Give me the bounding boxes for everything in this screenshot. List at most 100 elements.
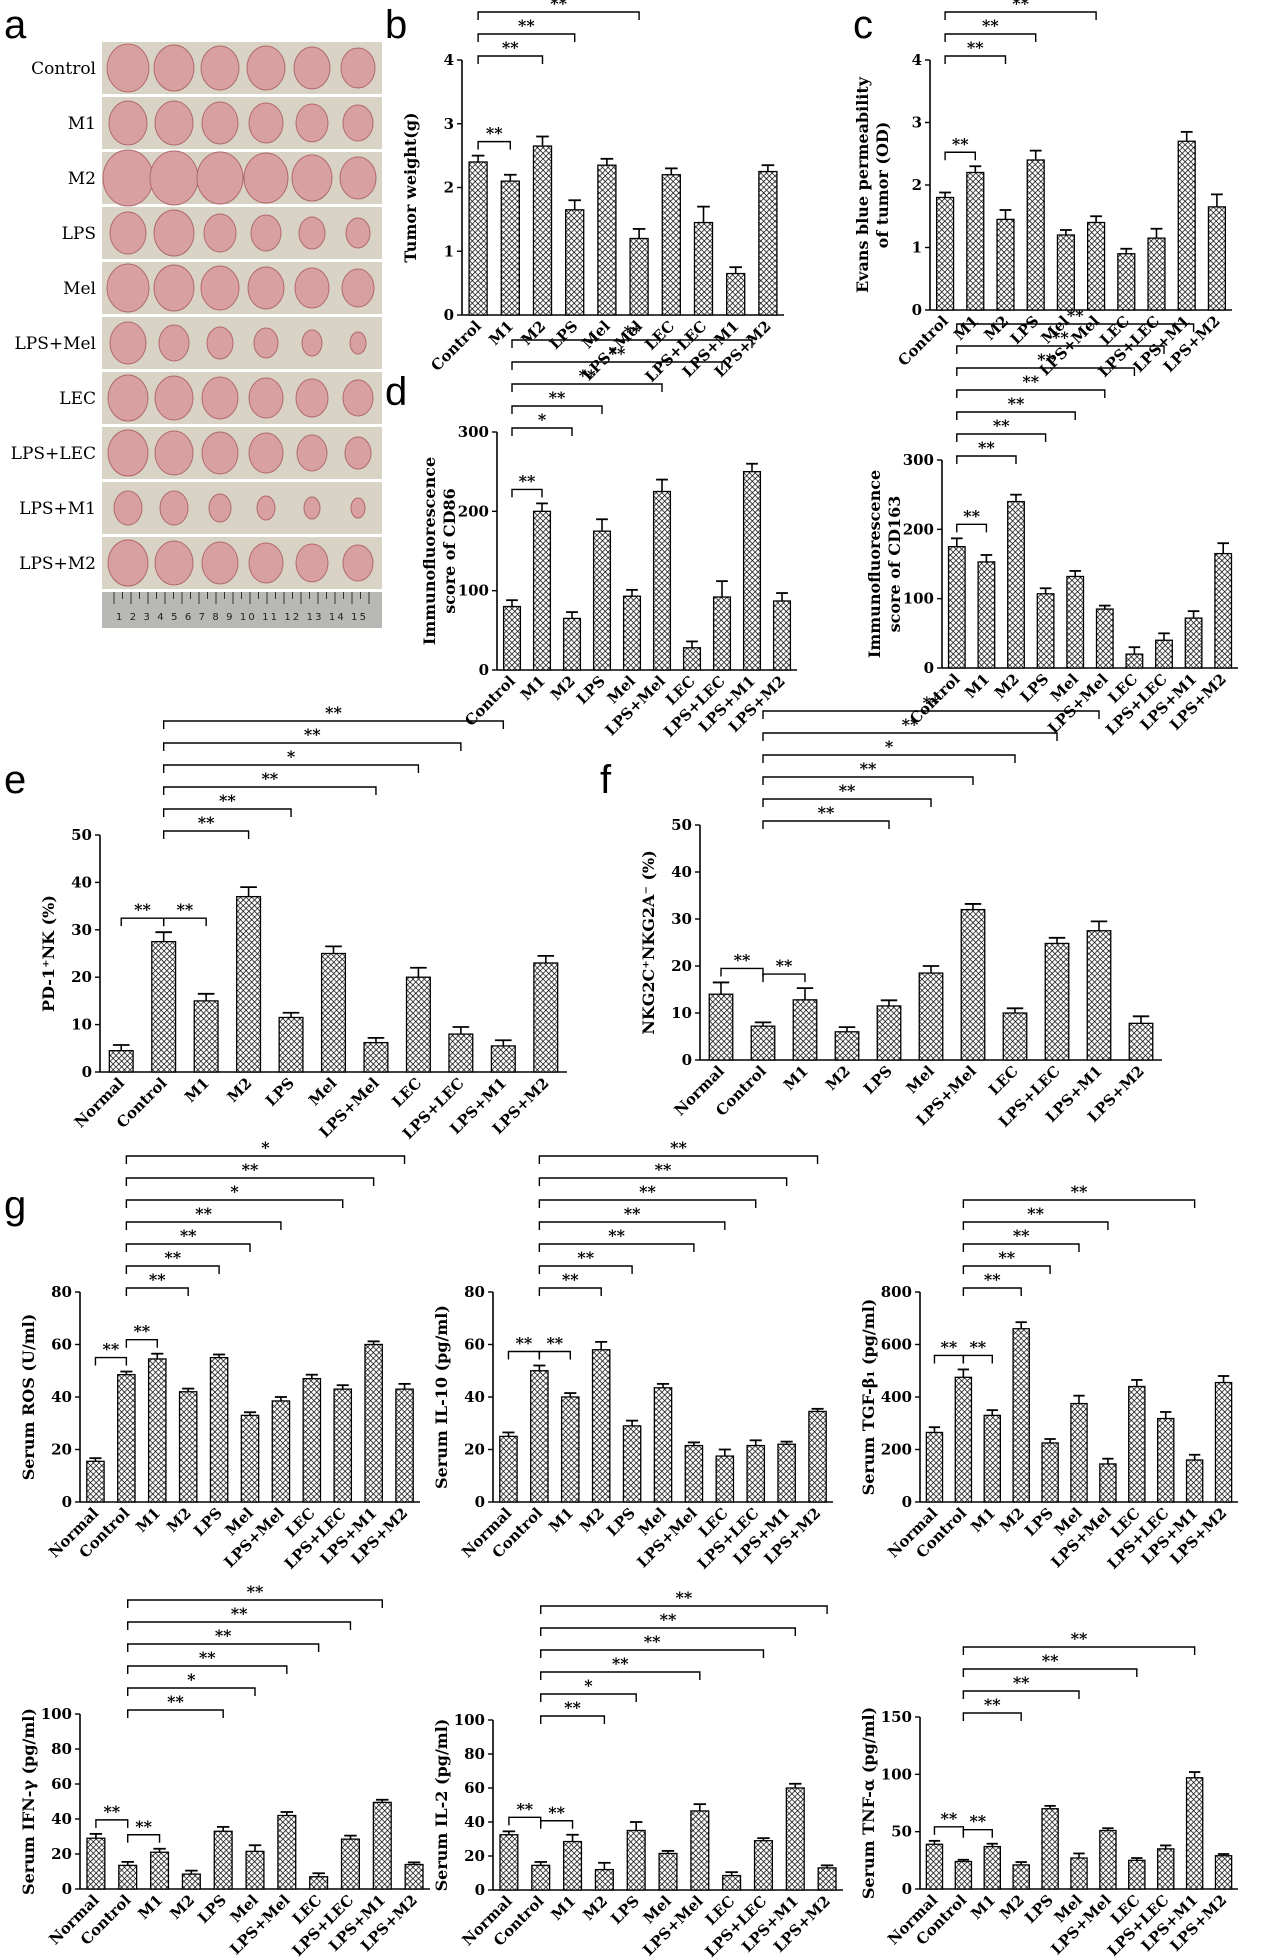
significance-bracket	[125, 1338, 158, 1348]
bar	[996, 218, 1015, 311]
tumor-specimen	[345, 217, 371, 249]
significance-label: **	[304, 725, 321, 744]
tumor-specimen	[248, 542, 284, 584]
tumor-specimen	[196, 151, 244, 205]
significance-bracket	[944, 33, 1037, 42]
significance-bracket	[962, 1712, 1022, 1721]
bar	[1056, 234, 1076, 311]
bar	[340, 1838, 361, 1890]
photo-row-label: LPS+Mel	[14, 334, 96, 354]
bar	[772, 600, 792, 671]
y-tick-label: 3	[912, 114, 922, 132]
y-tick-label: 1	[912, 239, 922, 257]
y-axis-title: Tumor weight(g)	[401, 112, 420, 262]
x-tick-label: M1	[517, 672, 549, 704]
y-tick-label: 20	[464, 1847, 485, 1865]
bar	[240, 1414, 260, 1503]
y-axis-title: PD-1⁺NK (%)	[39, 895, 58, 1012]
x-tick-label: M1	[780, 1062, 812, 1094]
bar	[1066, 575, 1085, 669]
bar	[271, 1400, 291, 1503]
x-tick-label: M1	[545, 1504, 577, 1536]
panel-letter-e: e	[4, 758, 26, 802]
y-tick-label: 200	[903, 520, 934, 538]
bar	[925, 1843, 944, 1890]
y-tick-label: 40	[464, 1388, 485, 1406]
bar	[277, 1814, 297, 1890]
significance-label: **	[644, 1632, 661, 1651]
significance-bracket	[962, 1646, 1196, 1655]
x-tick-label: Control	[894, 312, 952, 370]
significance-bracket	[127, 1621, 352, 1630]
significance-bracket	[933, 1354, 965, 1364]
tumor-specimen	[200, 45, 240, 91]
y-tick-label: 0	[682, 1051, 692, 1069]
bar	[817, 1867, 837, 1891]
y-tick-label: 80	[51, 1740, 72, 1758]
x-tick-label: M1	[961, 670, 993, 702]
bar	[1156, 1417, 1175, 1503]
significance-bracket	[538, 1199, 757, 1208]
significance-label: **	[776, 956, 793, 975]
tumor-specimen	[154, 375, 194, 421]
significance-bracket	[540, 1649, 765, 1658]
y-tick-label: 60	[51, 1336, 72, 1354]
x-tick-label: M2	[980, 312, 1012, 344]
significance-label: **	[550, 0, 567, 13]
bar	[1041, 1442, 1059, 1503]
y-tick-label: 10	[671, 1004, 692, 1022]
chart-evans-blue: 0 1 2 3 4 Evans blue permeabilityof tumor (OD…	[853, 0, 1232, 381]
bar	[1012, 1328, 1030, 1503]
significance-label: **	[325, 703, 342, 722]
bar	[947, 546, 966, 669]
bar	[1117, 253, 1136, 311]
significance-bracket	[127, 1834, 161, 1843]
tumor-specimen	[293, 46, 331, 90]
tumor-specimen	[253, 327, 279, 359]
y-axis-title-text: Evans blue permeabilityof tumor (OD)	[853, 76, 892, 293]
x-tick-label: M1	[135, 1891, 167, 1923]
y-tick-label: 0	[475, 1493, 485, 1511]
y-tick-label: 80	[51, 1283, 72, 1301]
bar	[1086, 930, 1112, 1061]
significance-bracket	[962, 1668, 1138, 1677]
bar	[684, 1444, 704, 1503]
significance-bracket	[762, 973, 806, 983]
photo-row-bg	[102, 482, 382, 534]
y-tick-label: 20	[51, 1441, 72, 1459]
significance-label: **	[941, 1809, 958, 1828]
photo-row-label: LPS+M2	[19, 554, 96, 574]
significance-bracket	[762, 754, 1016, 763]
x-tick-label: Control	[427, 317, 485, 375]
x-tick-label: M2	[991, 670, 1023, 702]
significance-label: **	[135, 1817, 152, 1836]
x-tick-label: LPS	[1021, 1504, 1057, 1540]
tumor-specimen	[296, 434, 328, 472]
x-tick-label: Mel	[305, 1074, 340, 1109]
significance-bracket	[762, 798, 932, 807]
significance-bracket	[477, 33, 576, 42]
significance-bracket	[127, 1687, 256, 1696]
x-tick-label: LPS	[860, 1062, 896, 1098]
significance-label: **	[1037, 350, 1054, 369]
significance-label: *	[187, 1670, 196, 1689]
bar	[983, 1845, 1002, 1890]
y-axis-title-text: Immunofluorescencescore of CD163	[865, 470, 904, 658]
x-tick-label: LPS	[1017, 670, 1053, 706]
tumor-specimen	[295, 378, 329, 418]
photo-row-label: Control	[31, 59, 96, 79]
photo-row-label: LPS+M1	[19, 499, 96, 519]
bar	[1214, 1855, 1233, 1890]
bar	[562, 1840, 583, 1891]
bar	[693, 221, 714, 316]
y-tick-label: 300	[903, 451, 934, 469]
significance-label: **	[839, 781, 856, 800]
x-tick-label: M2	[547, 672, 579, 704]
x-tick-label: LPS	[603, 1504, 639, 1540]
bar	[1156, 1848, 1175, 1890]
x-tick-label: M1	[181, 1074, 213, 1106]
bar	[1128, 1859, 1146, 1890]
panel-letter-f: f	[600, 758, 612, 802]
